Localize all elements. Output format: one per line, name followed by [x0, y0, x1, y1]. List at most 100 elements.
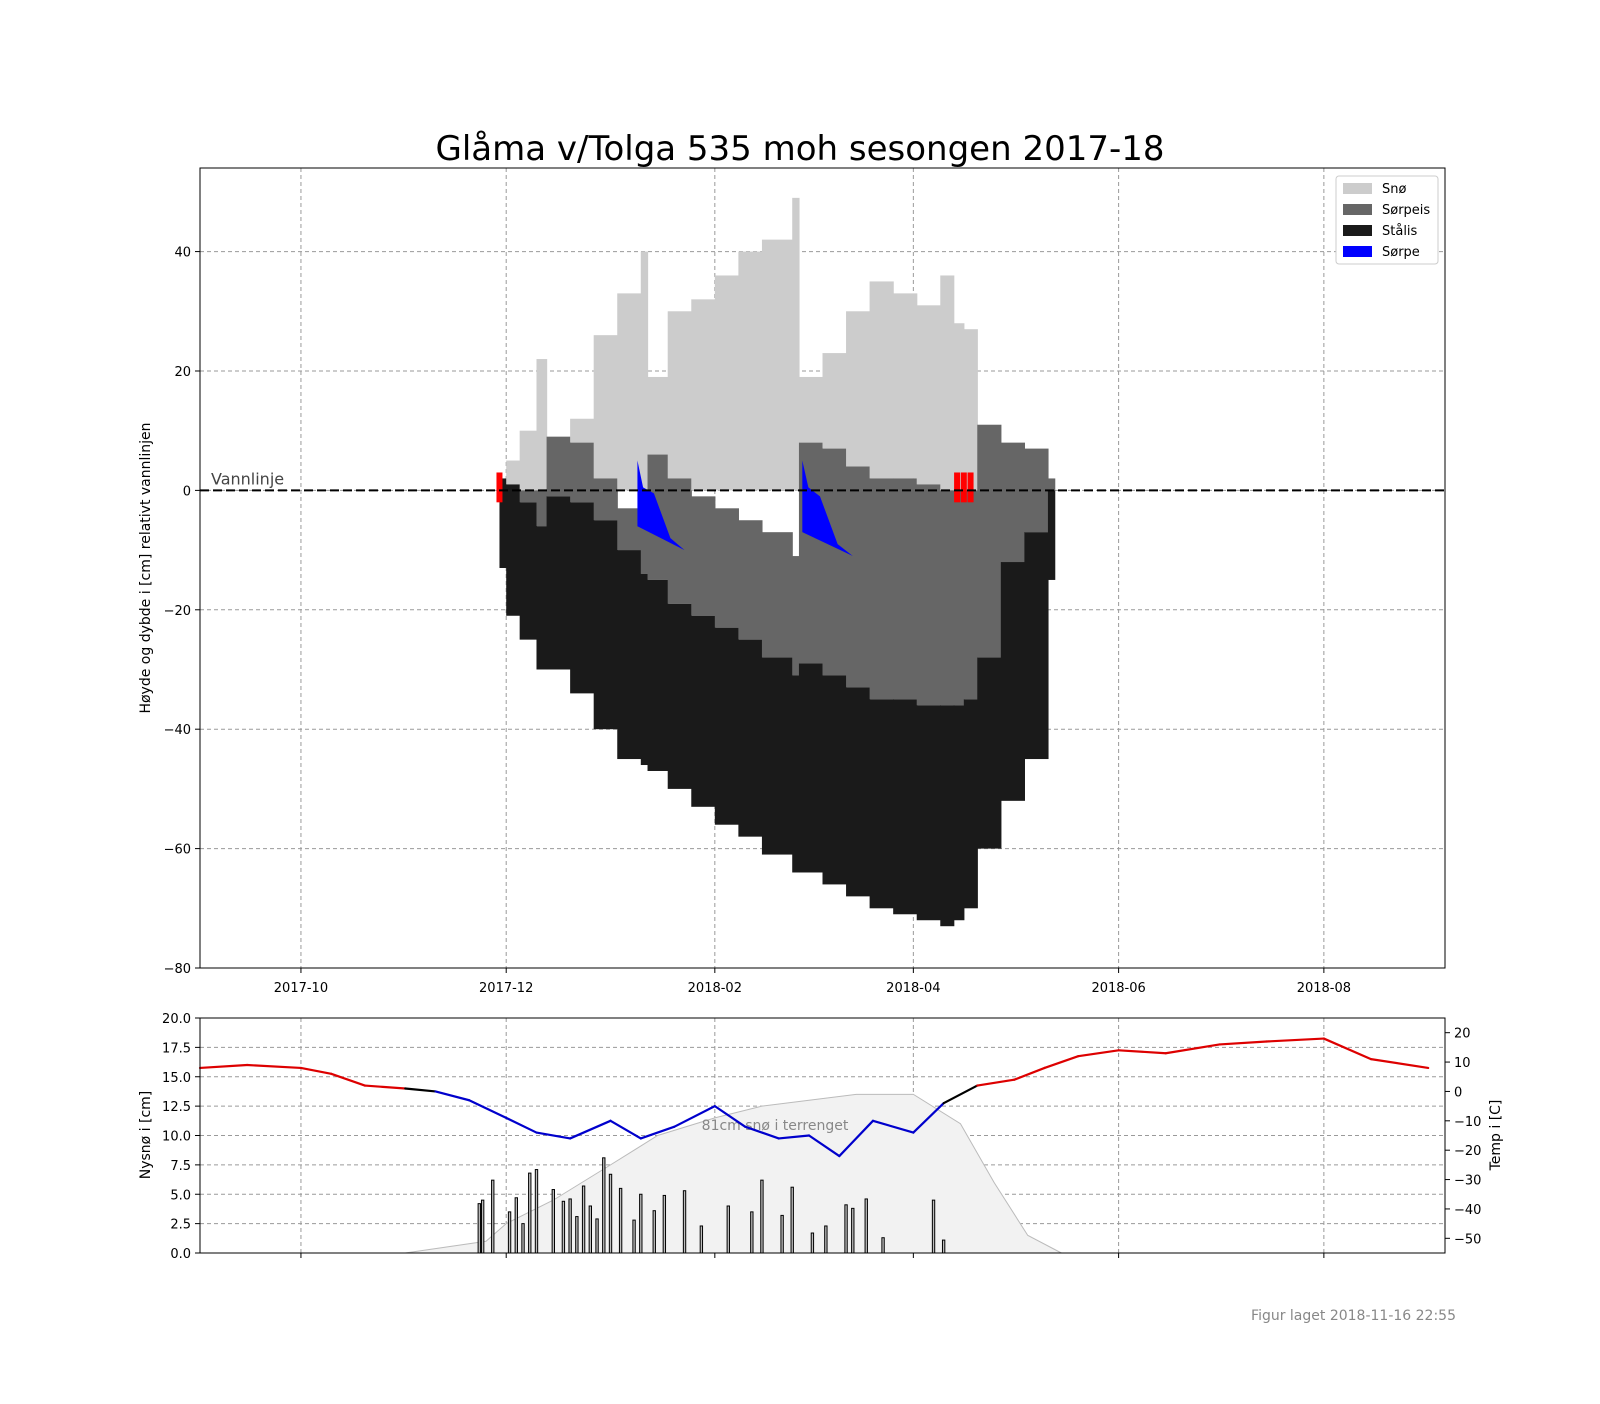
slush-ice-bar [1000, 442, 1025, 563]
slush-ice-bar [916, 484, 941, 706]
new-snow-bar [639, 1193, 643, 1254]
black-ice-bar [916, 705, 941, 921]
black-ice-bar [640, 573, 649, 766]
ice-x-ticks: 2017-10 2017-12 2018-02 2018-04 2018-06 2018-… [274, 968, 1351, 996]
ice-plot-frame [199, 167, 1446, 969]
tick-label-y: 20 [174, 365, 191, 380]
tick-label-y: 40 [174, 246, 191, 261]
snow-bar [953, 323, 965, 491]
legend-swatch-black-ice [1343, 225, 1372, 236]
black-ice-bar [1047, 490, 1056, 580]
black-ice-bar [519, 502, 538, 640]
new-snow-bar [931, 1199, 936, 1254]
new-snow-bar [790, 1186, 794, 1254]
temperature-segment [1369, 1058, 1430, 1070]
temperature-segment [1265, 1037, 1325, 1043]
temperature-segment [198, 1063, 249, 1070]
tick-label-y2: 10 [1454, 1056, 1471, 1071]
temperature-segment [505, 1116, 538, 1134]
slush-ice-bar [1047, 478, 1056, 491]
weather-panel: 81cm snø i terrenget 0.0 2.5 5.0 7.5 10.0 12.… [138, 1012, 1504, 1262]
black-ice-bar [691, 615, 716, 807]
tick-label-y2: −30 [1454, 1174, 1481, 1189]
observation-markers [496, 472, 974, 503]
new-snow-bar [568, 1198, 572, 1254]
slush-wedge [637, 460, 685, 551]
tick-label-y2: 0 [1454, 1085, 1462, 1100]
slush-ice-bar [761, 532, 793, 658]
waterline-label: Vannlinje [211, 469, 284, 488]
tick-label-y: −80 [164, 962, 191, 977]
legend-swatch-slush-ice [1343, 204, 1372, 215]
new-snow-bar [528, 1172, 532, 1254]
black-ice-bar [570, 502, 595, 694]
temperature-segment [1043, 1055, 1080, 1070]
slush-ice-bar [691, 496, 716, 616]
black-ice-bar [1000, 562, 1025, 801]
temperature-segment [1322, 1037, 1373, 1061]
tick-label-y: −20 [164, 604, 191, 619]
snow-bar [506, 460, 521, 485]
temperature-segment [871, 1119, 915, 1134]
snow-bar [798, 376, 824, 443]
tick-label-x: 2018-06 [1091, 981, 1145, 996]
snow-bar [893, 293, 918, 479]
new-snow-bar [824, 1225, 828, 1254]
figure-timestamp: Figur laget 2018-11-16 22:55 [1251, 1308, 1456, 1324]
slush-ice-bar [617, 508, 642, 551]
tick-label-x: 2017-12 [479, 981, 533, 996]
temperature-segment [535, 1131, 572, 1140]
new-snow-bar [595, 1218, 599, 1254]
snow-bar [714, 275, 739, 491]
temperature-segment [434, 1090, 471, 1102]
temperature-segment [673, 1105, 716, 1128]
legend: Snø Sørpeis Stålis Sørpe [1335, 175, 1439, 265]
tick-label-y: 10.0 [162, 1130, 191, 1145]
observation-marker [954, 472, 961, 503]
new-snow-bar [941, 1239, 946, 1254]
black-ice-bar [506, 484, 521, 616]
black-ice-bar [536, 526, 548, 670]
new-snow-bar [561, 1200, 566, 1254]
legend-label-slush-ice: Sørpeis [1382, 203, 1430, 218]
weather-y2-axis-label: Temp i [C] [1488, 1100, 1504, 1172]
new-snow-bar [750, 1211, 754, 1254]
new-snow-bar [491, 1179, 495, 1254]
snow-bar [519, 430, 538, 491]
slush-ice-bar [640, 520, 649, 574]
black-ice-bar [822, 675, 847, 885]
ice-y-axis-label: Høyde og dybde i [cm] relativt vannlinje… [138, 422, 154, 713]
temperature-segment [1013, 1066, 1046, 1081]
legend-swatch-slush [1343, 246, 1372, 257]
black-ice-bar [963, 699, 978, 909]
ice-layers [499, 197, 1056, 927]
temperature-segment [777, 1134, 811, 1140]
black-ice-bar [1024, 532, 1049, 760]
black-ice-bar [738, 639, 763, 837]
tick-label-y2: −20 [1454, 1144, 1481, 1159]
slush-ice-bar [940, 490, 955, 706]
new-snow-bar [726, 1205, 730, 1254]
snow-depth-annotation: 81cm snø i terrenget [702, 1118, 849, 1134]
tick-label-y2: 20 [1454, 1027, 1471, 1042]
temperature-segment [1077, 1049, 1120, 1058]
new-snow-bar [851, 1207, 855, 1254]
slush-ice-bar [792, 556, 800, 676]
new-snow-bar [521, 1223, 525, 1254]
slush-ice-bar [714, 508, 739, 628]
black-ice-bar [977, 657, 1002, 849]
tick-label-y: 20.0 [162, 1012, 191, 1027]
slush-ice-bar [519, 490, 538, 503]
new-snow-bar [534, 1169, 539, 1254]
new-snow-bar [632, 1219, 636, 1254]
new-snow-bar [608, 1173, 613, 1254]
new-snow-bar [662, 1194, 667, 1254]
slush-ice-bar [593, 478, 618, 521]
weather-y-ticks: 0.0 2.5 5.0 7.5 10.0 12.5 15.0 17.5 20.0 [162, 1012, 200, 1262]
snow-bar [536, 359, 548, 491]
black-ice-bar [499, 478, 507, 568]
temperature-segment [838, 1119, 875, 1158]
snow-bar [846, 311, 871, 467]
